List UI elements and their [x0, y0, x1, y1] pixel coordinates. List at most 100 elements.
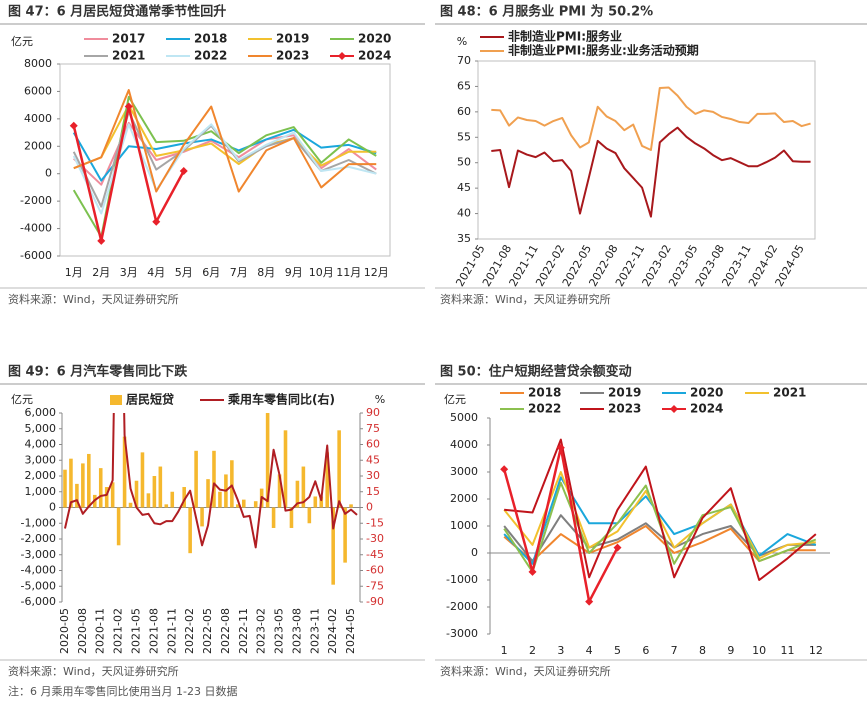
y2-tick-label: 45	[366, 453, 380, 466]
bar	[337, 430, 341, 508]
x-tick-label: 8	[699, 644, 706, 657]
bar	[146, 493, 151, 508]
legend-label: 2022	[528, 402, 561, 416]
y2-tick-label: -60	[366, 564, 384, 577]
bar	[152, 476, 157, 508]
legend-label: 居民短贷	[126, 392, 174, 407]
bar	[319, 496, 324, 508]
y-tick-label: 70	[457, 54, 471, 67]
chart-title: 图 49：6 月汽车零售同比下跌	[8, 364, 188, 380]
bar	[283, 430, 288, 508]
x-tick-label: 2020-05	[58, 608, 71, 654]
bar	[164, 504, 169, 508]
x-tick-label: 2021-05	[130, 608, 143, 654]
legend-label: 2017	[112, 32, 145, 46]
bar	[241, 499, 246, 508]
y2-axis-unit: %	[375, 393, 385, 406]
bar	[331, 507, 335, 585]
x-tick-label: 1月	[65, 266, 83, 279]
bar	[182, 487, 186, 508]
bar	[200, 507, 204, 527]
bar	[295, 480, 300, 508]
y-tick-label: -2,000	[21, 532, 56, 545]
legend-label: 2018	[194, 32, 227, 46]
y-tick-label: 50	[457, 156, 471, 169]
bar	[188, 507, 192, 554]
legend-label: 2020	[690, 386, 723, 400]
bar	[128, 502, 133, 508]
y-tick-label: 6,000	[25, 406, 57, 419]
x-tick-label: 2023-11	[308, 608, 321, 654]
x-tick-label: 11月	[336, 266, 361, 279]
x-tick-label: 2022-11	[237, 608, 250, 654]
x-tick-label: 2021-11	[165, 608, 178, 654]
legend-label: 乘用车零售同比(右)	[227, 392, 335, 407]
bar	[325, 452, 330, 508]
legend-label: 2024	[690, 402, 723, 416]
series-marker	[152, 217, 161, 226]
series-line	[73, 104, 377, 170]
y-tick-label: 8000	[24, 57, 52, 70]
legend-marker	[338, 52, 346, 60]
note: 注：6 月乘用车零售同比使用当月 1-23 日数据	[8, 684, 237, 698]
y-tick-label: 4000	[24, 112, 52, 125]
x-tick-label: 2020-08	[76, 608, 89, 654]
y-tick-label: 5,000	[25, 422, 57, 435]
x-tick-label: 6月	[202, 266, 220, 279]
series-line	[491, 126, 811, 218]
y2-tick-label: -75	[366, 579, 384, 592]
bar	[116, 507, 121, 546]
y-tick-label: 3000	[450, 465, 478, 478]
y2-tick-label: -30	[366, 532, 384, 545]
x-tick-label: 10	[752, 644, 766, 657]
y-tick-label: -4,000	[21, 564, 56, 577]
y-tick-label: 0	[471, 546, 478, 559]
y-tick-label: 3,000	[25, 453, 57, 466]
bar	[212, 450, 216, 508]
x-tick-label: 2024-05	[344, 608, 357, 654]
legend-label: 非制造业PMI:服务业	[508, 29, 622, 44]
y2-tick-label: 0	[366, 501, 373, 514]
legend-label: 2018	[528, 386, 561, 400]
y2-tick-label: -45	[366, 548, 384, 561]
x-tick-label: 1	[501, 644, 508, 657]
y-tick-label: 2000	[24, 139, 52, 152]
legend-label: 2021	[773, 386, 806, 400]
x-tick-label: 12	[809, 644, 823, 657]
legend-label: 非制造业PMI:服务业:业务活动预期	[508, 43, 699, 58]
source: 资料来源：Wind，天风证券研究所	[440, 292, 611, 306]
x-tick-label: 3	[557, 644, 564, 657]
y-tick-label: 1000	[450, 519, 478, 532]
x-tick-label: 4	[586, 644, 593, 657]
series-marker	[500, 465, 509, 474]
y-axis-unit: %	[457, 35, 467, 48]
bar	[134, 480, 139, 508]
series-line	[503, 514, 816, 563]
bar	[265, 413, 270, 508]
y2-tick-label: 30	[366, 469, 380, 482]
bar	[104, 487, 109, 508]
series-line	[502, 446, 619, 603]
legend-label: 2021	[112, 49, 145, 63]
y-tick-label: 0	[45, 167, 52, 180]
y-tick-label: 4000	[450, 438, 478, 451]
y2-tick-label: 15	[366, 485, 380, 498]
y-tick-label: 2,000	[25, 469, 57, 482]
y-tick-label: -5,000	[21, 579, 56, 592]
y-tick-label: 5000	[450, 411, 478, 424]
y-tick-label: -6000	[20, 249, 52, 262]
series-line	[72, 123, 377, 215]
y-tick-label: -1000	[446, 573, 478, 586]
x-tick-label: 9月	[285, 266, 303, 279]
y2-tick-label: 60	[366, 438, 380, 451]
series-line	[64, 413, 358, 549]
legend-label: 2024	[358, 49, 391, 63]
bar	[170, 491, 175, 508]
x-tick-label: 2022-05	[201, 608, 214, 654]
series-marker	[97, 236, 106, 245]
x-tick-label: 3月	[120, 266, 138, 279]
y-tick-label: 2000	[450, 492, 478, 505]
legend-label: 2020	[358, 32, 391, 46]
y-tick-label: -2000	[446, 600, 478, 613]
source: 资料来源：Wind，天风证券研究所	[8, 664, 179, 678]
